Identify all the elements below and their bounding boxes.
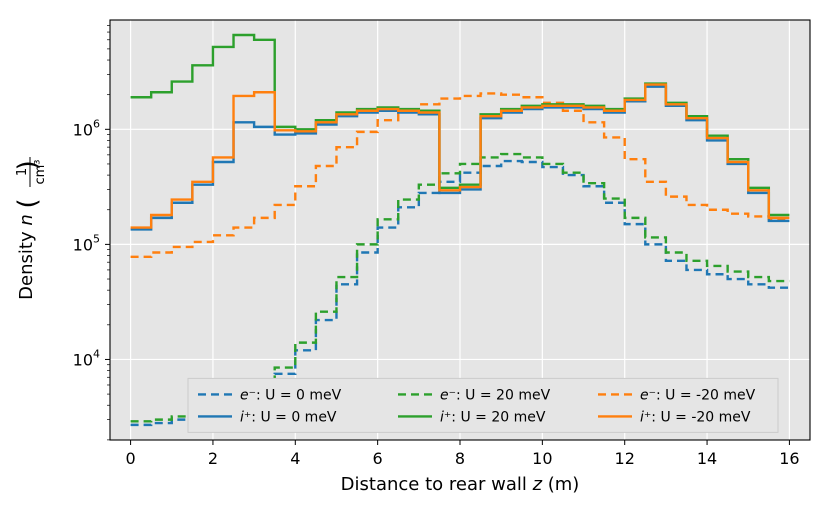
ytick-label: 104 — [73, 347, 100, 369]
xtick-label: 0 — [125, 449, 135, 468]
xtick-label: 6 — [373, 449, 383, 468]
xtick-label: 4 — [290, 449, 300, 468]
chart-svg: 0 2 4 6 8 10 12 14 16 104 105 106 Distance to rear w… — [0, 0, 828, 505]
legend-label: e⁻: U = -20 meV — [640, 387, 756, 403]
ytick-label: 106 — [73, 117, 100, 139]
svg-text:1: 1 — [15, 168, 30, 176]
xtick-label: 16 — [779, 449, 799, 468]
x-axis-label: Distance to rear wall z (m) — [341, 474, 580, 495]
density-chart: 0 2 4 6 8 10 12 14 16 104 105 106 Distance to rear w… — [0, 0, 828, 505]
legend-label: i⁺: U = 0 meV — [240, 409, 337, 425]
legend-label: e⁻: U = 0 meV — [240, 387, 342, 403]
xtick-label: 2 — [208, 449, 218, 468]
svg-text:cm³: cm³ — [33, 159, 48, 184]
y-axis-label: Density n ()1cm³ — [13, 157, 48, 300]
ytick-label: 105 — [73, 232, 100, 254]
xtick-label: 10 — [532, 449, 552, 468]
legend-label: e⁻: U = 20 meV — [440, 387, 551, 403]
xtick-label: 14 — [697, 449, 717, 468]
legend-label: i⁺: U = 20 meV — [440, 409, 546, 425]
xtick-label: 8 — [455, 449, 465, 468]
legend-label: i⁺: U = -20 meV — [640, 409, 751, 425]
xtick-label: 12 — [615, 449, 635, 468]
